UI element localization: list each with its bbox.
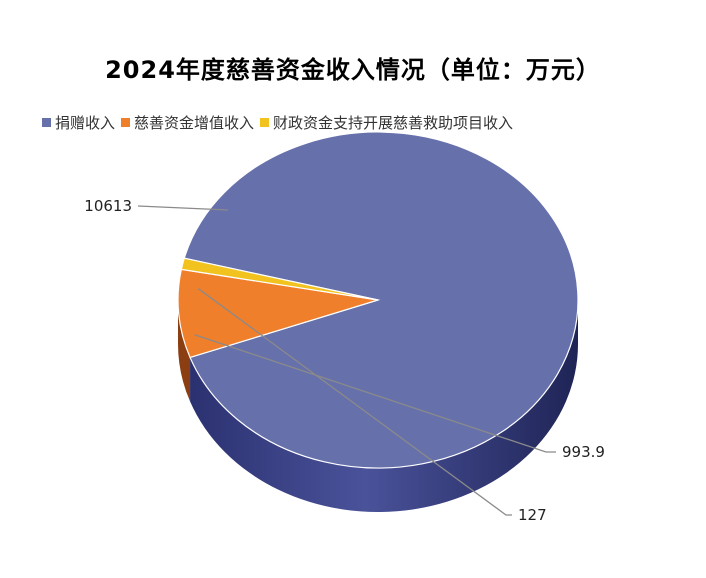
legend-item-appreciation: 慈善资金增值收入 [121, 112, 254, 133]
legend-label: 捐赠收入 [55, 114, 116, 132]
legend-label: 财政资金支持开展慈善救助项目收入 [273, 114, 514, 132]
legend-label: 慈善资金增值收入 [134, 114, 255, 132]
legend: 捐赠收入 慈善资金增值收入 财政资金支持开展慈善救助项目收入 [42, 112, 519, 133]
data-label: 10613 [84, 197, 132, 215]
pie-slice-appreciation [177, 268, 379, 359]
leader-line [137, 205, 229, 211]
legend-item-donation: 捐赠收入 [42, 112, 115, 133]
data-label: 993.9 [562, 443, 605, 461]
pie-slice-donation-side [190, 300, 578, 512]
legend-item-fiscal: 财政资金支持开展慈善救助项目收入 [260, 112, 513, 133]
leader-line [197, 288, 512, 516]
legend-swatch [260, 118, 270, 127]
legend-swatch [121, 118, 131, 127]
data-label: 127 [518, 506, 547, 524]
pie-slice-fiscal [180, 257, 379, 301]
pie-slice-appreciation-side [178, 300, 191, 402]
legend-swatch [42, 118, 51, 127]
pie-slice-donation [183, 131, 579, 469]
chart-title: 2024年度慈善资金收入情况（单位：万元） [105, 56, 601, 84]
leader-line [194, 334, 556, 453]
